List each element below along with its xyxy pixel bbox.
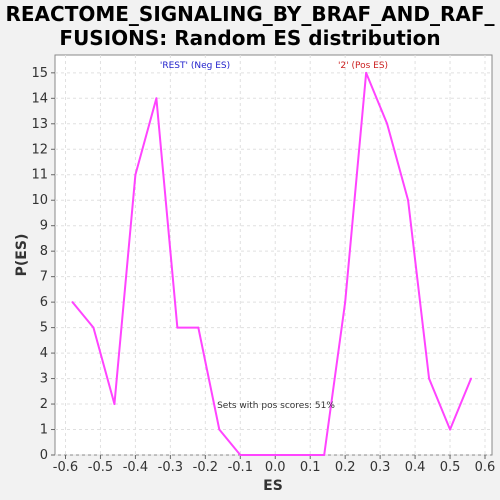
data-point <box>386 122 389 125</box>
data-point <box>260 454 263 456</box>
y-tick-label: 5 <box>40 321 48 336</box>
data-point <box>155 97 158 100</box>
data-point <box>239 454 242 456</box>
es-distribution-line <box>71 71 472 456</box>
data-point <box>281 454 284 456</box>
data-point <box>428 377 431 380</box>
y-tick-label: 2 <box>40 397 48 412</box>
y-tick-label: 6 <box>40 295 48 310</box>
series-group <box>71 71 473 456</box>
data-point <box>197 326 200 329</box>
x-tick-label: -0.4 <box>123 460 148 475</box>
y-tick-label: 7 <box>40 270 48 285</box>
data-point <box>449 428 452 431</box>
neg-es-label: 'REST' (Neg ES) <box>160 61 230 71</box>
chart-title-line-2: FUSIONS: Random ES distribution <box>59 26 441 50</box>
data-point <box>134 173 137 176</box>
y-tick-label: 8 <box>40 244 48 259</box>
x-tick-label: -0.6 <box>53 460 78 475</box>
y-tick-label: 4 <box>40 346 48 361</box>
y-tick-label: 14 <box>31 91 48 106</box>
y-axis-label: P(ES) <box>14 234 30 277</box>
x-axis-ticks: -0.6 -0.5 -0.4 -0.3 -0.2 -0.1 0.0 0.1 0.2 0.3 0.4 0… <box>53 455 496 475</box>
data-point <box>92 326 95 329</box>
data-point <box>323 454 326 456</box>
x-axis-label: ES <box>263 478 283 494</box>
data-point <box>470 377 473 380</box>
data-point <box>113 403 116 406</box>
y-tick-label: 9 <box>40 219 48 234</box>
y-tick-label: 0 <box>40 448 48 463</box>
plot-area <box>54 54 493 456</box>
y-tick-label: 15 <box>31 66 48 81</box>
x-tick-label: 0.0 <box>265 460 286 475</box>
pos-scores-annotation: Sets with pos scores: 51% <box>217 401 335 411</box>
data-point <box>218 428 221 431</box>
x-tick-label: 0.1 <box>300 460 321 475</box>
y-tick-label: 3 <box>40 372 48 387</box>
data-point <box>365 71 368 74</box>
data-point <box>302 454 305 456</box>
x-tick-label: -0.2 <box>193 460 218 475</box>
y-tick-label: 11 <box>31 168 48 183</box>
y-tick-label: 10 <box>31 193 48 208</box>
data-point <box>176 326 179 329</box>
data-point <box>344 301 347 304</box>
data-point <box>71 301 74 304</box>
y-tick-label: 12 <box>31 142 48 157</box>
y-tick-label: 13 <box>31 117 48 132</box>
x-tick-label: 0.3 <box>370 460 391 475</box>
grid <box>55 55 492 456</box>
data-point <box>407 199 410 202</box>
x-tick-label: 0.4 <box>405 460 426 475</box>
x-tick-label: 0.2 <box>335 460 356 475</box>
chart-title: REACTOME_SIGNALING_BY_BRAF_AND_RAF_ FUSI… <box>0 2 500 50</box>
x-tick-label: 0.5 <box>440 460 461 475</box>
pos-es-label: '2' (Pos ES) <box>338 61 388 71</box>
y-tick-label: 1 <box>40 423 48 438</box>
x-tick-label: -0.1 <box>228 460 253 475</box>
chart-title-line-1: REACTOME_SIGNALING_BY_BRAF_AND_RAF_ <box>5 2 495 26</box>
x-tick-label: -0.3 <box>158 460 183 475</box>
x-tick-label: -0.5 <box>88 460 113 475</box>
x-tick-label: 0.6 <box>475 460 496 475</box>
